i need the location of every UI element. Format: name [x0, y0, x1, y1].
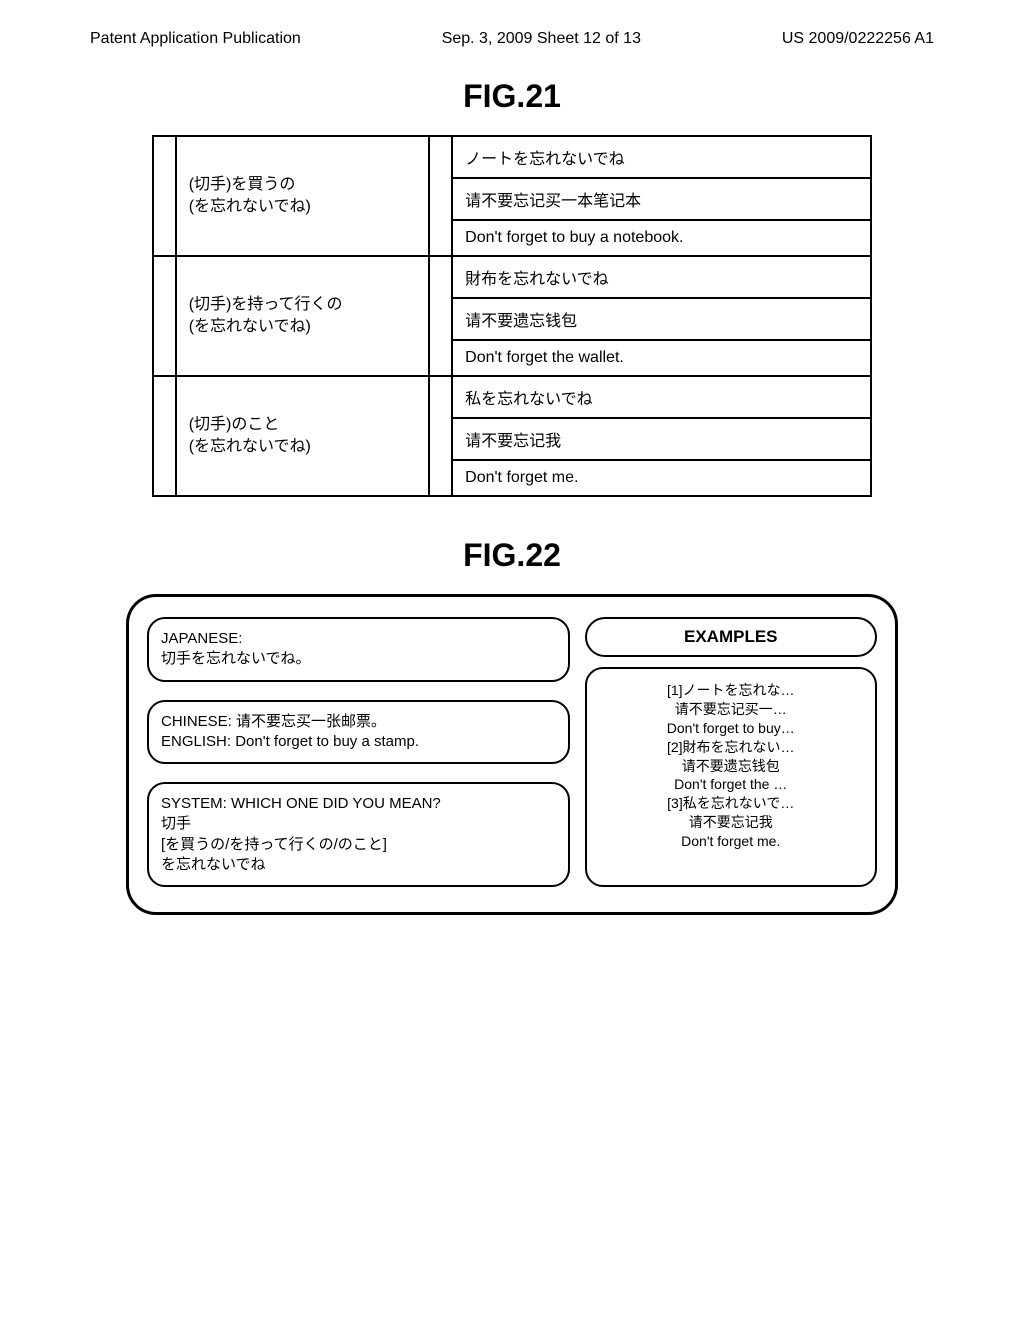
ex-2a: [2]財布を忘れない…	[667, 739, 795, 755]
right-cn: 请不要忘记买一本笔记本	[452, 178, 871, 220]
sys-label: SYSTEM: WHICH ONE DID YOU MEAN?	[161, 795, 441, 812]
table-row: (切手)を持って行くの (を忘れないでね) 財布を忘れないでね	[153, 256, 871, 298]
left-line2: (を忘れないでね)	[189, 318, 311, 335]
right-jp: ノートを忘れないでね	[452, 136, 871, 178]
right-en: Don't forget me.	[452, 460, 871, 496]
cn-text: 请不要忘买一张邮票。	[236, 713, 386, 730]
translation-panel: CHINESE: 请不要忘买一张邮票。 ENGLISH: Don't forge…	[147, 700, 570, 765]
header-center: Sep. 3, 2009 Sheet 12 of 13	[442, 30, 641, 48]
mid-side-cell	[429, 376, 452, 496]
left-cell: (切手)を持って行くの (を忘れないでね)	[176, 256, 430, 376]
ex-2b: 请不要遗忘钱包	[682, 758, 780, 774]
jp-text: 切手を忘れないでね。	[161, 650, 311, 667]
system-panel: SYSTEM: WHICH ONE DID YOU MEAN? 切手 [を買うの…	[147, 782, 570, 887]
left-line2: (を忘れないでね)	[189, 438, 311, 455]
examples-panel: [1]ノートを忘れな… 请不要忘记买一… Don't forget to buy…	[585, 667, 878, 887]
ex-1c: Don't forget to buy…	[667, 720, 795, 736]
right-en: Don't forget the wallet.	[452, 340, 871, 376]
right-cn: 请不要遗忘钱包	[452, 298, 871, 340]
japanese-panel: JAPANESE: 切手を忘れないでね。	[147, 617, 570, 682]
en-label: ENGLISH:	[161, 733, 231, 750]
en-text: Don't forget to buy a stamp.	[235, 733, 419, 750]
figure-22-device: JAPANESE: 切手を忘れないでね。 CHINESE: 请不要忘买一张邮票。…	[126, 594, 898, 915]
left-cell: (切手)を買うの (を忘れないでね)	[176, 136, 430, 256]
figure-21-label: FIG.21	[0, 78, 1024, 115]
ex-1b: 请不要忘记买一…	[675, 701, 787, 717]
sys-line2: [を買うの/を持って行くの/のこと]	[161, 836, 387, 853]
left-line2: (を忘れないでね)	[189, 198, 311, 215]
left-side-cell	[153, 376, 176, 496]
header-right: US 2009/0222256 A1	[782, 30, 934, 48]
sys-line3: を忘れないでね	[161, 856, 266, 873]
ex-3c: Don't forget me.	[681, 833, 780, 849]
right-jp: 財布を忘れないでね	[452, 256, 871, 298]
left-line1: (切手)を買うの	[189, 176, 296, 193]
left-side-cell	[153, 256, 176, 376]
jp-label: JAPANESE:	[161, 630, 242, 647]
left-side-cell	[153, 136, 176, 256]
mid-side-cell	[429, 256, 452, 376]
right-cn: 请不要忘记我	[452, 418, 871, 460]
cn-label: CHINESE:	[161, 713, 232, 730]
right-column: EXAMPLES [1]ノートを忘れな… 请不要忘记买一… Don't forg…	[585, 617, 878, 887]
left-column: JAPANESE: 切手を忘れないでね。 CHINESE: 请不要忘买一张邮票。…	[147, 617, 570, 887]
left-line1: (切手)のこと	[189, 416, 280, 433]
figure-22-label: FIG.22	[0, 537, 1024, 574]
examples-button[interactable]: EXAMPLES	[585, 617, 878, 657]
sys-line1: 切手	[161, 815, 191, 832]
right-en: Don't forget to buy a notebook.	[452, 220, 871, 256]
ex-2c: Don't forget the …	[674, 776, 787, 792]
table-row: (切手)のこと (を忘れないでね) 私を忘れないでね	[153, 376, 871, 418]
ex-3b: 请不要忘记我	[689, 814, 773, 830]
ex-3a: [3]私を忘れないで…	[667, 795, 794, 811]
left-line1: (切手)を持って行くの	[189, 296, 343, 313]
mid-side-cell	[429, 136, 452, 256]
page-header: Patent Application Publication Sep. 3, 2…	[0, 0, 1024, 58]
header-left: Patent Application Publication	[90, 30, 301, 48]
left-cell: (切手)のこと (を忘れないでね)	[176, 376, 430, 496]
table-row: (切手)を買うの (を忘れないでね) ノートを忘れないでね	[153, 136, 871, 178]
ex-1a: [1]ノートを忘れな…	[667, 682, 795, 698]
right-jp: 私を忘れないでね	[452, 376, 871, 418]
figure-21-table: (切手)を買うの (を忘れないでね) ノートを忘れないでね 请不要忘记买一本笔记…	[152, 135, 872, 497]
